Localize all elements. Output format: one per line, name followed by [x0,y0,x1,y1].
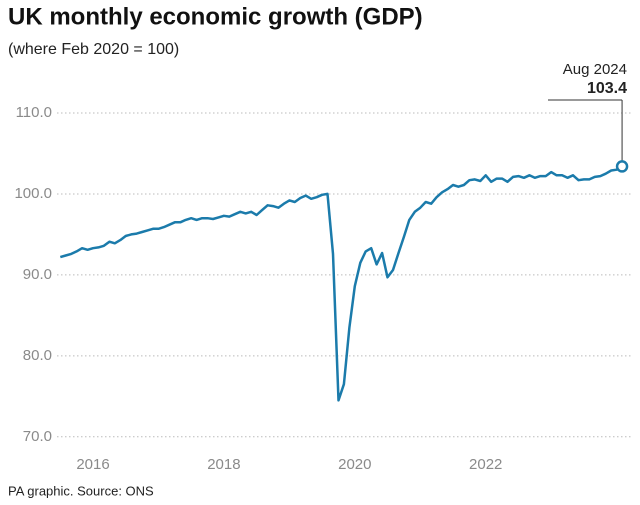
x-tick-label: 2022 [469,456,502,473]
source: PA graphic. Source: ONS [8,483,154,498]
y-tick-label: 110.0 [16,104,52,121]
annotation-value: 103.4 [587,80,627,97]
x-tick-label: 2020 [338,456,371,473]
y-tick-label: 80.0 [23,347,52,364]
data-line [59,165,623,402]
x-tick-label: 2016 [76,456,109,473]
end-point [615,160,629,173]
annotation-date: Aug 2024 [563,61,627,78]
y-tick-label: 90.0 [23,266,52,283]
x-tick-label: 2018 [207,456,240,473]
y-tick-label: 70.0 [23,428,52,445]
chart-subtitle: (where Feb 2020 = 100) [8,41,179,58]
chart-title: UK monthly economic growth (GDP) [8,3,423,30]
y-tick-label: 100.0 [14,185,52,202]
